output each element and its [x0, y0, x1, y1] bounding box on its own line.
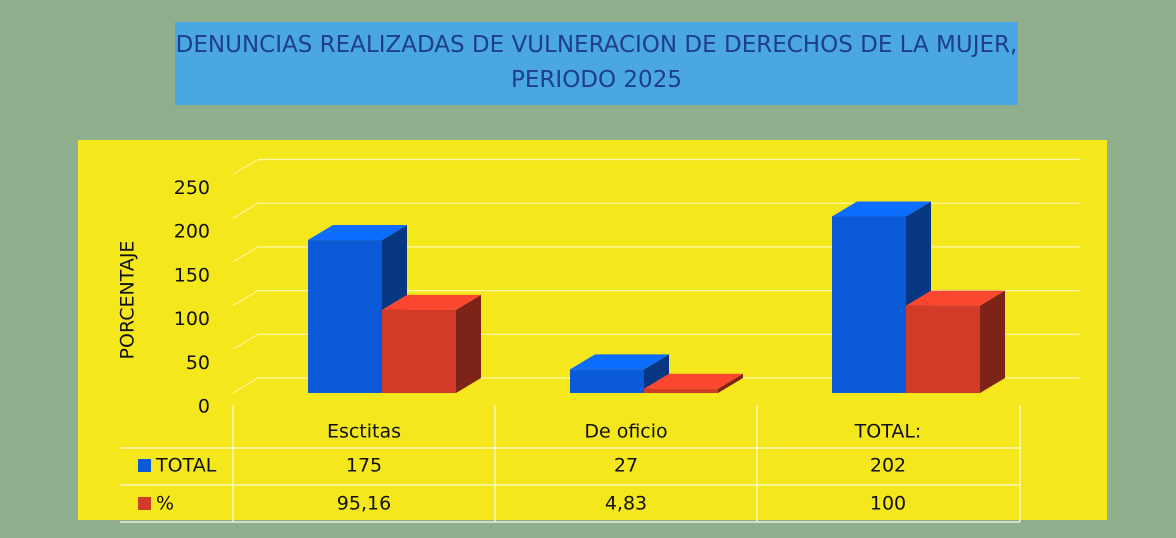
bar-top: [308, 225, 407, 241]
bar-top: [382, 294, 481, 310]
table-value: 175: [346, 455, 382, 477]
bar-top: [906, 290, 1005, 306]
bar-side: [718, 373, 743, 393]
y-tick-label: 0: [198, 396, 210, 418]
bar: [570, 369, 644, 393]
y-tick-label: 50: [186, 352, 210, 374]
grid-depth: [232, 333, 259, 350]
bar-side: [980, 290, 1005, 393]
x-tick-label: TOTAL:: [854, 421, 922, 443]
legend-label: TOTAL: [155, 455, 217, 477]
grid-depth: [232, 159, 259, 175]
bar: [644, 388, 718, 393]
bar-top: [832, 201, 931, 217]
x-tick-label: Esctitas: [327, 421, 401, 443]
bar-side: [644, 354, 669, 393]
grid-depth: [232, 377, 259, 394]
table-value: 27: [614, 455, 638, 477]
y-axis-label: PORCENTAJE: [117, 241, 139, 360]
bar: [906, 305, 980, 393]
table-value: 100: [870, 493, 906, 515]
legend-swatch: [138, 459, 151, 472]
legend-label: %: [156, 493, 174, 515]
bar: [308, 240, 382, 393]
table-value: 202: [870, 455, 906, 477]
bar: [382, 309, 456, 393]
bar-side: [456, 294, 481, 393]
grid-depth: [232, 246, 259, 263]
grid-depth: [232, 202, 259, 219]
bar-top: [644, 373, 743, 389]
y-tick-label: 100: [174, 308, 210, 330]
table-value: 4,83: [605, 493, 647, 515]
chart-title: DENUNCIAS REALIZADAS DE VULNERACION DE D…: [175, 22, 1018, 105]
legend-swatch: [138, 497, 151, 510]
bar-top: [570, 354, 669, 370]
y-tick-label: 250: [174, 177, 210, 199]
y-tick-label: 200: [174, 221, 210, 243]
x-tick-label: De oficio: [584, 421, 667, 443]
bar: [832, 216, 906, 393]
table-value: 95,16: [337, 493, 391, 515]
y-tick-label: 150: [174, 264, 210, 286]
grid-depth: [232, 290, 259, 307]
